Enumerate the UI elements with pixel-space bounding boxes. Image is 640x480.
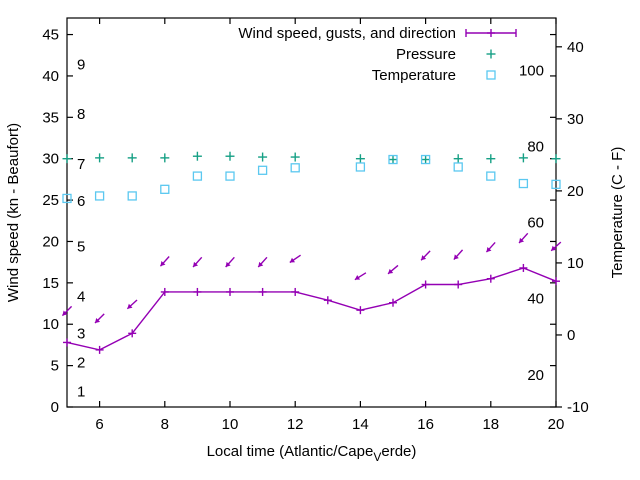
wind-direction-arrow <box>193 261 199 267</box>
y2-axis-title: Temperature (C - F) <box>609 147 626 279</box>
pressure-scale-label: 80 <box>527 138 544 155</box>
y-axis-title: Wind speed (kn - Beaufort) <box>5 123 22 302</box>
wind-direction-arrow <box>388 268 394 274</box>
plot-border <box>66 17 557 408</box>
wind-direction-arrow <box>354 275 361 280</box>
wind-direction-arrow <box>160 261 166 267</box>
temperature-point <box>453 162 463 172</box>
y-axis-tick-label: 15 <box>42 275 59 292</box>
y-axis-tick-label: 30 <box>42 151 59 168</box>
wind-direction-arrow <box>258 261 264 267</box>
wind-direction-arrow <box>453 254 459 260</box>
beaufort-scale-label: 7 <box>77 156 85 173</box>
temperature-point <box>62 193 72 204</box>
wind-direction-arrow <box>551 245 557 251</box>
legend-label-0: Wind speed, gusts, and direction <box>238 25 456 42</box>
y-axis-tick-label: 25 <box>42 192 59 209</box>
x-axis-tick-label: 6 <box>95 416 103 433</box>
wind-direction-arrow <box>127 303 133 309</box>
y2-axis-tick-label: 10 <box>567 255 584 272</box>
temperature-point <box>420 154 431 165</box>
temperature-point <box>388 154 398 165</box>
y2-axis-tick-label: 0 <box>567 327 575 344</box>
beaufort-scale-label: 9 <box>77 57 85 74</box>
temperature-point <box>192 171 203 181</box>
pressure-scale-label: 40 <box>527 291 544 308</box>
y-axis-tick-label: 10 <box>42 316 59 333</box>
legend-marker-temperature <box>486 70 496 80</box>
beaufort-scale-label: 8 <box>77 106 85 123</box>
y-axis-tick-label: 40 <box>42 68 59 85</box>
temperature-point <box>127 191 137 201</box>
wind-direction-arrow <box>289 257 296 263</box>
beaufort-scale-label: 5 <box>77 239 85 256</box>
x-axis-tick-label: 20 <box>548 416 565 433</box>
x-axis-title: Local time (Atlantic/CapeVerde) <box>207 443 417 464</box>
y2-axis-tick-label: -10 <box>567 399 589 416</box>
y-axis-tick-label: 20 <box>42 233 59 250</box>
temperature-point <box>94 191 105 201</box>
x-axis-tick-label: 12 <box>287 416 304 433</box>
temperature-point <box>518 178 529 189</box>
y-axis-tick-label: 35 <box>42 109 59 126</box>
wind-direction-arrow <box>95 317 101 324</box>
wind-direction-arrow <box>62 310 68 316</box>
x-axis-tick-label: 10 <box>222 416 239 433</box>
temperature-point <box>486 171 496 181</box>
x-axis-tick-label: 14 <box>352 416 369 433</box>
beaufort-scale-label: 4 <box>77 288 85 305</box>
temperature-point <box>257 165 268 175</box>
wind-direction-arrow <box>486 246 492 253</box>
pressure-scale-label: 100 <box>519 62 544 79</box>
temperature-point <box>551 179 561 190</box>
y-axis-tick-label: 0 <box>51 399 59 416</box>
legend-label-1: Pressure <box>396 46 456 63</box>
wind-speed-line <box>66 267 557 351</box>
y2-axis-tick-label: 40 <box>567 39 584 56</box>
y-axis-tick-label: 5 <box>51 358 59 375</box>
y2-axis-tick-label: 30 <box>567 111 584 128</box>
y2-axis-tick-label: 20 <box>567 183 584 200</box>
beaufort-scale-label: 6 <box>77 193 85 210</box>
wind-direction-arrow <box>421 255 427 261</box>
wind-direction-arrow <box>225 261 231 267</box>
beaufort-scale-label: 2 <box>77 354 85 371</box>
pressure-scale-label: 20 <box>527 367 544 384</box>
pressure-scale-label: 60 <box>527 215 544 232</box>
x-axis-tick-label: 18 <box>482 416 499 433</box>
temperature-point <box>355 162 366 172</box>
y-axis-tick-label: 45 <box>42 27 59 44</box>
temperature-point <box>290 163 300 173</box>
x-axis-tick-label: 8 <box>161 416 169 433</box>
temperature-point <box>160 184 170 194</box>
beaufort-scale-label: 3 <box>77 326 85 343</box>
temperature-point <box>225 171 235 181</box>
wind-direction-arrow <box>519 237 525 243</box>
beaufort-scale-label: 1 <box>77 383 85 400</box>
x-axis-tick-label: 16 <box>417 416 434 433</box>
legend-label-2: Temperature <box>372 67 456 84</box>
